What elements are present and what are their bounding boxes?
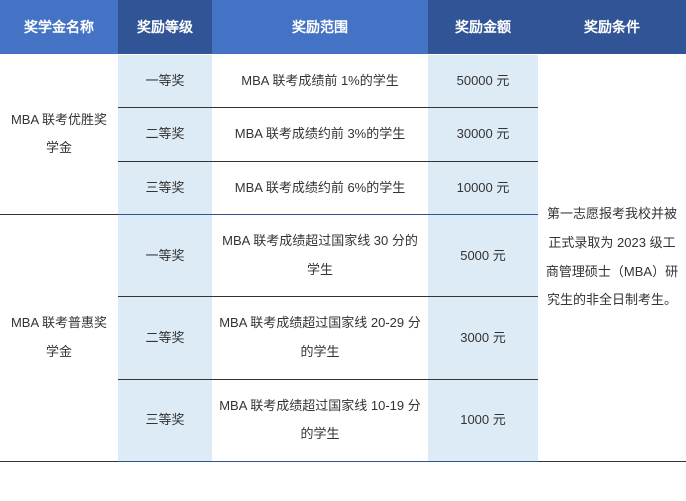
cell-amount: 3000 元 <box>428 297 538 379</box>
cell-level: 一等奖 <box>118 54 212 108</box>
cell-amount: 10000 元 <box>428 161 538 215</box>
cell-level: 二等奖 <box>118 297 212 379</box>
cell-scope: MBA 联考成绩超过国家线 10-19 分的学生 <box>212 379 428 461</box>
cell-scope: MBA 联考成绩超过国家线 30 分的学生 <box>212 215 428 297</box>
cell-amount: 50000 元 <box>428 54 538 108</box>
header-level: 奖励等级 <box>118 0 212 54</box>
header-amount: 奖励金额 <box>428 0 538 54</box>
cell-scope: MBA 联考成绩超过国家线 20-29 分的学生 <box>212 297 428 379</box>
table-row: MBA 联考优胜奖学金 一等奖 MBA 联考成绩前 1%的学生 50000 元 … <box>0 54 686 108</box>
cell-level: 三等奖 <box>118 379 212 461</box>
cell-scope: MBA 联考成绩前 1%的学生 <box>212 54 428 108</box>
scholarship-table: 奖学金名称 奖励等级 奖励范围 奖励金额 奖励条件 MBA 联考优胜奖学金 一等… <box>0 0 686 462</box>
cell-scope: MBA 联考成绩约前 6%的学生 <box>212 161 428 215</box>
header-scope: 奖励范围 <box>212 0 428 54</box>
cell-amount: 1000 元 <box>428 379 538 461</box>
header-name: 奖学金名称 <box>0 0 118 54</box>
cell-scope: MBA 联考成绩约前 3%的学生 <box>212 108 428 162</box>
cell-scholarship-name: MBA 联考普惠奖学金 <box>0 215 118 462</box>
cell-amount: 5000 元 <box>428 215 538 297</box>
table-header-row: 奖学金名称 奖励等级 奖励范围 奖励金额 奖励条件 <box>0 0 686 54</box>
cell-level: 二等奖 <box>118 108 212 162</box>
cell-condition: 第一志愿报考我校并被正式录取为 2023 级工商管理硕士（MBA）研究生的非全日… <box>538 54 686 461</box>
cell-level: 三等奖 <box>118 161 212 215</box>
header-condition: 奖励条件 <box>538 0 686 54</box>
cell-amount: 30000 元 <box>428 108 538 162</box>
cell-scholarship-name: MBA 联考优胜奖学金 <box>0 54 118 215</box>
cell-level: 一等奖 <box>118 215 212 297</box>
